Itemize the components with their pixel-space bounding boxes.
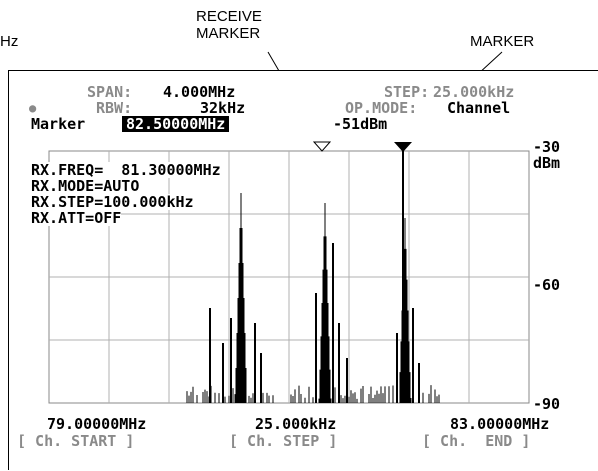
rbw-label: RBW: [96,99,133,117]
scale-top: -30 [533,138,561,156]
rbw-value: 32kHz [200,99,246,117]
step-value: 25.000kHz [433,83,515,101]
rx-att: RX.ATT=OFF [31,209,122,227]
opmode-value: Channel [447,99,511,117]
spectrum-trace [186,193,440,403]
marker-level: -51dBm [333,115,388,133]
opmode-label: OP.MODE: [345,99,418,117]
marker-icon [394,142,412,152]
scale-unit: dBm [533,154,561,172]
span-value: 4.000MHz [163,83,236,101]
analyzer-screen: SPAN: 4.000MHz STEP: 25.000kHz ● RBW: 32… [8,70,598,470]
span-label: SPAN: [87,83,133,101]
scale-bottom: -90 [533,395,561,413]
start-frequency: 79.00000MHz [47,415,147,433]
softkey-ch-end[interactable]: [ Ch. END ] [422,432,531,450]
end-frequency: 83.00000MHz [450,415,550,433]
softkey-ch-step[interactable]: [ Ch. STEP ] [229,432,338,450]
softkey-ch-start[interactable]: [ Ch. START ] [17,432,135,450]
callout-receive-marker: RECEIVE MARKER [196,8,262,42]
receive-marker-icon [312,141,332,152]
callout-marker: MARKER [470,33,535,50]
rx-step: RX.STEP=100.000kHz [31,193,194,211]
rx-freq: RX.FREQ= 81.30000MHz [31,161,221,179]
step-frequency: 25.000kHz [255,415,337,433]
marker-frequency-field[interactable]: 82.50000MHz [122,116,230,132]
spectrum-plot [48,141,530,404]
marker-label: Marker [31,115,86,133]
rx-mode: RX.MODE=AUTO [31,177,140,195]
scale-mid: -60 [533,276,561,294]
callout-hz-fragment: Hz [0,33,19,50]
status-bullet-icon: ● [29,101,37,115]
step-label: STEP: [384,83,430,101]
